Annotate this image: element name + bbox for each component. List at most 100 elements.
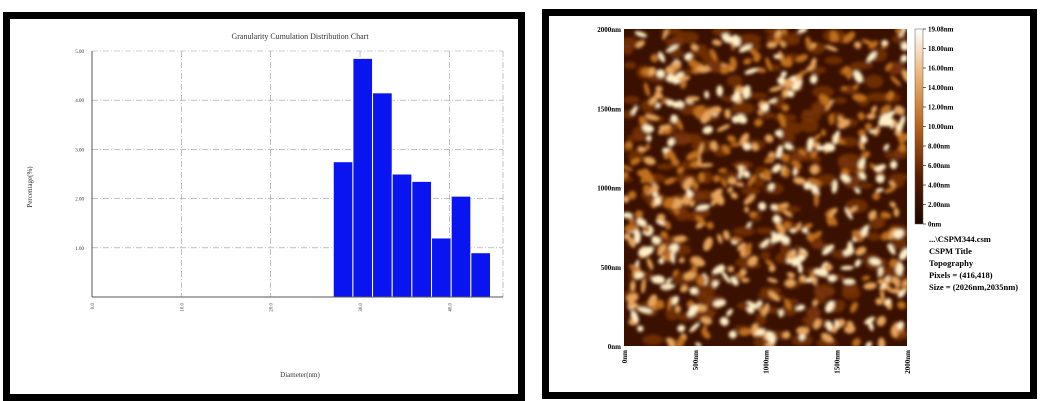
surface-grain [650,184,660,193]
y-tick-label: 5.00 [75,50,84,55]
surface-grain [730,237,743,242]
surface-grain [721,271,731,284]
surface-grain [876,315,887,327]
surface-grain [730,142,743,147]
surface-grain [627,237,636,248]
surface-grain [723,230,730,241]
bar-series [332,57,491,298]
surface-texture [656,163,674,170]
afm-y-tick: 1500nm [597,105,621,113]
surface-grain [711,188,723,199]
bar [431,237,452,298]
surface-grain [880,289,885,301]
surface-grain [635,40,645,49]
surface-grain [630,105,638,116]
surface-grain [889,160,898,169]
surface-grain [666,99,674,107]
afm-x-tick: 0nm [621,350,629,363]
surface-grain [762,303,770,317]
surface-grain [746,221,752,228]
surface-grain [860,151,871,160]
colorbar-label: 12.00nm [928,104,954,112]
surface-grain [673,208,680,215]
afm-topography-chart: 0nm 500nm 1000nm 1500nm 2000nm 0nm 500nm 1000n… [597,26,954,374]
surface-grain [840,265,854,271]
surface-grain [697,155,702,167]
surface-grain [702,125,714,135]
surface-grain [730,192,738,200]
surface-grain [665,150,676,160]
surface-grain [807,178,822,186]
surface-grain [724,108,731,119]
surface-grain [651,275,665,284]
surface-grain [703,237,713,251]
surface-grain [841,86,848,91]
surface-texture [869,216,883,230]
surface-grain [636,218,647,227]
surface-grain [744,242,752,257]
surface-grain [697,275,706,286]
surface-grain [665,337,676,345]
colorbar-label: 4.00nm [928,182,950,190]
surface-texture [741,186,761,196]
afm-x-tick: 2000nm [904,350,912,374]
surface-grain [743,194,756,205]
surface-texture [624,95,640,104]
surface-grain [765,57,772,72]
surface-grain [888,180,896,188]
surface-grain [651,235,661,245]
surface-grain [662,29,669,40]
bar [411,180,433,298]
surface-grain [624,212,633,219]
surface-grain [656,213,666,222]
surface-grain [634,210,644,219]
surface-grain [790,228,797,234]
surface-grain [795,221,802,233]
surface-grain [732,91,741,103]
surface-grain [889,201,897,208]
surface-texture [626,134,649,142]
colorbar-label: 10.00nm [928,123,954,131]
surface-grain [685,189,694,198]
colorbar-label: 6.00nm [928,162,950,170]
surface-grain [775,144,783,159]
surface-texture [824,56,843,65]
surface-grain [689,287,698,295]
surface-grain [895,262,904,276]
x-tick-label: 0.0 [91,303,96,310]
surface-grain [842,278,856,285]
surface-grain [686,151,700,161]
surface-grain [655,85,663,92]
surface-texture [695,190,716,201]
colorbar-label: 0nm [928,221,941,229]
chart-title: Granularity Cumulation Distribution Char… [231,32,369,41]
surface-grain [676,166,685,174]
surface-texture [680,160,694,170]
surface-grain [795,304,806,311]
surface-grain [881,39,888,45]
surface-grain [873,126,880,137]
afm-x-tick: 1000nm [763,350,771,374]
surface-grain [864,122,872,131]
surface-grain [838,115,846,127]
surface-grain [646,135,652,142]
surface-grain [859,135,868,144]
surface-texture [813,242,828,250]
surface-grain [867,319,874,331]
surface-grain [634,272,644,279]
surface-grain [865,341,872,346]
surface-grain [798,274,807,284]
surface-grain [698,163,714,168]
surface-grain [633,229,641,244]
axes [91,51,503,298]
surface-grain [737,242,747,252]
x-tick-label: 10.0 [180,303,185,312]
surface-grain [897,301,906,310]
colorbar-label: 18.00nm [928,45,954,53]
surface-grain [727,177,737,185]
surface-grain [758,202,767,211]
surface-grain [866,51,877,63]
surface-grain [784,298,792,310]
surface-grain [778,112,786,128]
surface-grain [896,321,905,330]
